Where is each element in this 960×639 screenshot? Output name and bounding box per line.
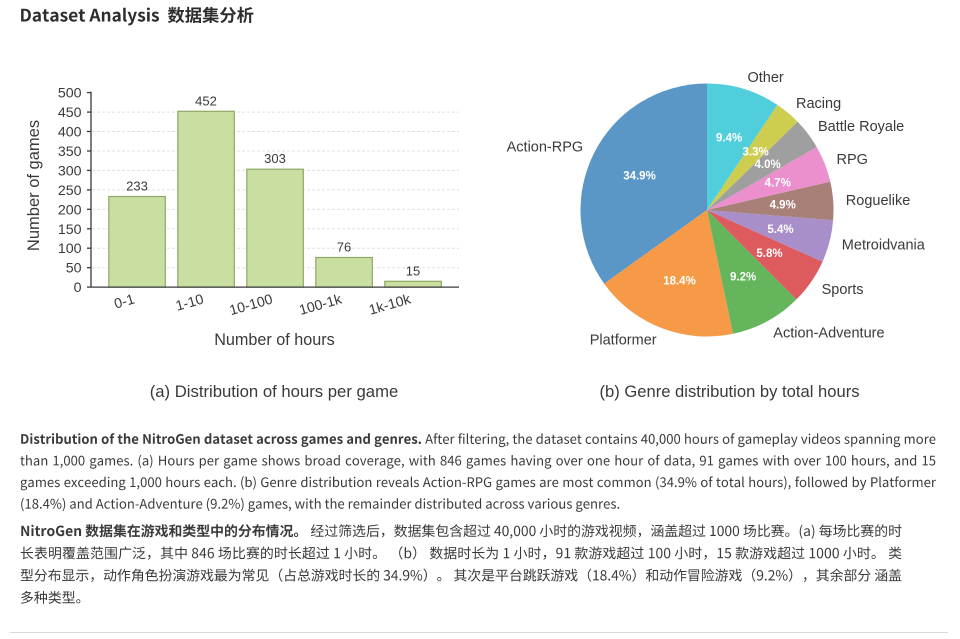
svg-text:4.9%: 4.9%: [770, 200, 796, 212]
svg-text:250: 250: [58, 183, 82, 199]
svg-text:Racing: Racing: [796, 96, 841, 112]
svg-text:Action-RPG: Action-RPG: [507, 139, 584, 155]
svg-text:0: 0: [74, 280, 82, 296]
svg-text:150: 150: [58, 222, 82, 238]
svg-text:Platformer: Platformer: [590, 333, 657, 349]
svg-text:Battle Royale: Battle Royale: [818, 119, 904, 135]
svg-text:100: 100: [58, 241, 82, 257]
svg-text:100-1k: 100-1k: [297, 291, 344, 319]
svg-text:(b) Genre distribution by tota: (b) Genre distribution by total hours: [599, 382, 859, 401]
svg-text:76: 76: [337, 240, 351, 255]
svg-text:(a) Distribution of hours per: (a) Distribution of hours per game: [150, 382, 399, 401]
svg-text:303: 303: [264, 151, 286, 166]
svg-text:500: 500: [58, 86, 82, 102]
svg-text:200: 200: [58, 202, 82, 218]
svg-text:1-10: 1-10: [174, 292, 206, 315]
svg-text:5.4%: 5.4%: [767, 224, 793, 236]
svg-text:Metroidvania: Metroidvania: [842, 238, 926, 254]
svg-text:4.0%: 4.0%: [754, 159, 780, 171]
svg-text:400: 400: [58, 125, 82, 141]
svg-text:18.4%: 18.4%: [663, 276, 696, 288]
svg-text:1k-10k: 1k-10k: [367, 291, 413, 318]
svg-text:15: 15: [406, 263, 420, 278]
svg-text:Number of games: Number of games: [25, 120, 43, 251]
svg-text:10-100: 10-100: [228, 292, 275, 320]
svg-text:4.7%: 4.7%: [765, 177, 791, 189]
svg-text:Number of hours: Number of hours: [214, 331, 335, 349]
svg-text:Roguelike: Roguelike: [846, 193, 911, 209]
svg-text:350: 350: [58, 144, 82, 160]
svg-text:5.8%: 5.8%: [756, 248, 782, 260]
svg-text:9.2%: 9.2%: [730, 272, 756, 284]
svg-text:9.4%: 9.4%: [716, 132, 742, 144]
svg-text:450: 450: [58, 105, 82, 121]
svg-text:452: 452: [195, 93, 217, 108]
svg-text:Sports: Sports: [822, 282, 864, 298]
svg-text:300: 300: [58, 163, 82, 179]
svg-text:50: 50: [66, 261, 82, 277]
svg-text:RPG: RPG: [837, 152, 868, 168]
svg-text:34.9%: 34.9%: [623, 170, 656, 182]
svg-text:Other: Other: [748, 70, 784, 86]
svg-text:233: 233: [126, 179, 148, 194]
svg-text:3.3%: 3.3%: [742, 147, 768, 159]
svg-text:0-1: 0-1: [112, 292, 136, 313]
svg-text:Action-Adventure: Action-Adventure: [773, 325, 884, 341]
